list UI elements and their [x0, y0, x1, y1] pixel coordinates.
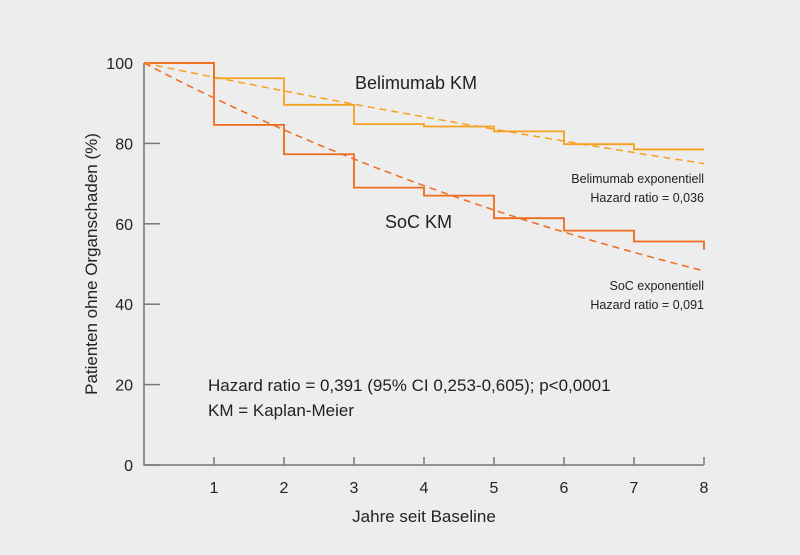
x-tick-label: 3 [350, 480, 359, 497]
label-soc-km: SoC KM [385, 212, 452, 232]
x-tick-label: 2 [280, 480, 289, 497]
label-soc-exp: SoC exponentiell [609, 279, 704, 293]
x-tick-label: 5 [490, 480, 499, 497]
x-tick-label: 1 [210, 480, 219, 497]
x-tick-label: 6 [560, 480, 569, 497]
label-belimumab-exp: Belimumab exponentiell [571, 172, 704, 186]
y-tick-label: 100 [106, 56, 133, 73]
x-axis-label: Jahre seit Baseline [352, 507, 496, 526]
y-axis-label: Patienten ohne Organschaden (%) [82, 133, 101, 395]
label-belimumab-hr: Hazard ratio = 0,036 [590, 191, 704, 205]
km-curve-soc [144, 62, 705, 250]
label-soc-hr: Hazard ratio = 0,091 [590, 298, 704, 312]
y-tick-label: 0 [124, 458, 133, 475]
x-tick-label: 8 [700, 480, 709, 497]
y-tick-label: 80 [115, 136, 133, 153]
label-belimumab-km: Belimumab KM [355, 73, 477, 93]
x-tick-label: 4 [420, 480, 429, 497]
overall-hazard-ratio: Hazard ratio = 0,391 (95% CI 0,253-0,605… [208, 376, 611, 395]
km-note: KM = Kaplan-Meier [208, 401, 354, 420]
exp-curve-belimumab [143, 62, 705, 165]
y-tick-label: 20 [115, 378, 133, 395]
x-tick-label: 7 [630, 480, 639, 497]
y-tick-label: 60 [115, 217, 133, 234]
km-curve-belimumab [144, 62, 704, 151]
exp-curve-soc [143, 62, 705, 272]
y-tick-label: 40 [115, 297, 133, 314]
